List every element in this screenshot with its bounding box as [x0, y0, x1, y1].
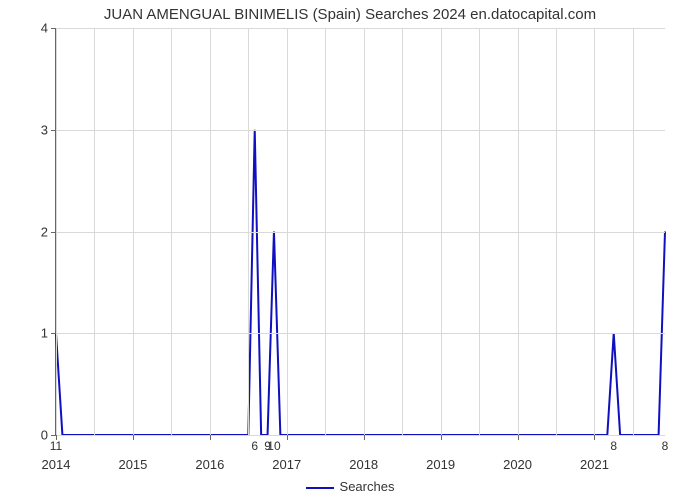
- ytick-label: 1: [41, 326, 56, 341]
- gridline-h: [56, 130, 665, 131]
- series-polyline: [56, 130, 665, 435]
- ytick-label: 2: [41, 224, 56, 239]
- legend-swatch: [306, 487, 334, 489]
- gridline-h: [56, 28, 665, 29]
- gridline-h: [56, 333, 665, 334]
- gridline-v-minor: [479, 28, 480, 435]
- point-label: 11: [50, 435, 62, 453]
- xtick-label: 2019: [426, 435, 455, 472]
- gridline-v-minor: [402, 28, 403, 435]
- gridline-v-minor: [556, 28, 557, 435]
- xtick-label: 2016: [195, 435, 224, 472]
- legend: Searches: [0, 479, 700, 494]
- gridline-v-minor: [633, 28, 634, 435]
- gridline-v-minor: [94, 28, 95, 435]
- gridline-v: [441, 28, 442, 435]
- gridline-v: [56, 28, 57, 435]
- gridline-v: [518, 28, 519, 435]
- gridline-v: [133, 28, 134, 435]
- gridline-v-minor: [248, 28, 249, 435]
- point-label: 8: [662, 435, 669, 453]
- point-label: 10: [267, 435, 280, 453]
- gridline-v: [287, 28, 288, 435]
- gridline-v-minor: [171, 28, 172, 435]
- point-label: 8: [610, 435, 617, 453]
- gridline-v: [594, 28, 595, 435]
- legend-label: Searches: [340, 479, 395, 494]
- ytick-label: 4: [41, 21, 56, 36]
- xtick-label: 2020: [503, 435, 532, 472]
- gridline-v: [364, 28, 365, 435]
- xtick-label: 2021: [580, 435, 609, 472]
- xtick-label: 2015: [118, 435, 147, 472]
- gridline-v-minor: [325, 28, 326, 435]
- gridline-v: [210, 28, 211, 435]
- line-chart: JUAN AMENGUAL BINIMELIS (Spain) Searches…: [0, 0, 700, 500]
- xtick-label: 2018: [349, 435, 378, 472]
- ytick-label: 3: [41, 122, 56, 137]
- point-label: 6: [251, 435, 258, 453]
- gridline-h: [56, 232, 665, 233]
- plot-area: 0123420142015201620172018201920202021116…: [55, 28, 665, 436]
- chart-title: JUAN AMENGUAL BINIMELIS (Spain) Searches…: [0, 6, 700, 23]
